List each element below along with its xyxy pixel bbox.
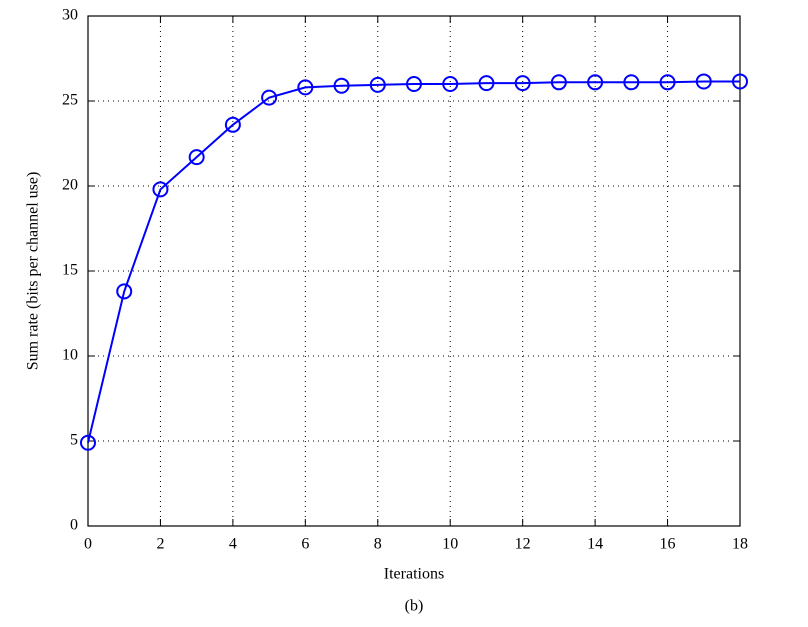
x-tick-label: 18 [732, 536, 748, 553]
marker [623, 74, 640, 91]
marker [732, 73, 748, 90]
marker [188, 149, 205, 166]
y-tick-label: 10 [62, 347, 78, 364]
marker [80, 434, 96, 451]
marker [587, 74, 604, 91]
x-tick-label: 6 [301, 536, 309, 553]
marker [406, 76, 422, 92]
y-tick-label: 25 [62, 92, 78, 109]
marker [478, 75, 495, 92]
x-tick-label: 10 [442, 536, 458, 553]
marker [333, 77, 350, 94]
x-tick-label: 4 [229, 536, 237, 553]
y-tick-label: 15 [62, 262, 78, 279]
series-line [87, 80, 740, 443]
x-tick-label: 14 [587, 536, 603, 553]
x-tick-label: 8 [374, 536, 382, 553]
y-tick-label: 5 [70, 432, 78, 449]
marker [550, 74, 567, 91]
y-tick-label: 0 [70, 517, 78, 534]
marker [369, 76, 386, 93]
x-tick-label: 2 [156, 536, 164, 553]
marker [659, 74, 676, 91]
marker [297, 79, 314, 96]
marker [152, 181, 169, 198]
x-axis-label: Iterations [384, 566, 444, 583]
marker [442, 76, 459, 92]
marker [224, 116, 241, 133]
plot-frame [87, 15, 741, 527]
y-tick-label: 30 [62, 7, 78, 24]
x-tick-label: 0 [84, 536, 92, 553]
caption: (b) [405, 598, 424, 615]
marker [116, 283, 133, 300]
y-tick-label: 20 [62, 177, 78, 194]
marker [261, 89, 278, 106]
marker [514, 75, 531, 92]
x-tick-label: 12 [515, 536, 531, 553]
y-axis-label: Sum rate (bits per channel use) [25, 172, 42, 371]
marker [695, 73, 712, 90]
x-tick-label: 16 [660, 536, 676, 553]
